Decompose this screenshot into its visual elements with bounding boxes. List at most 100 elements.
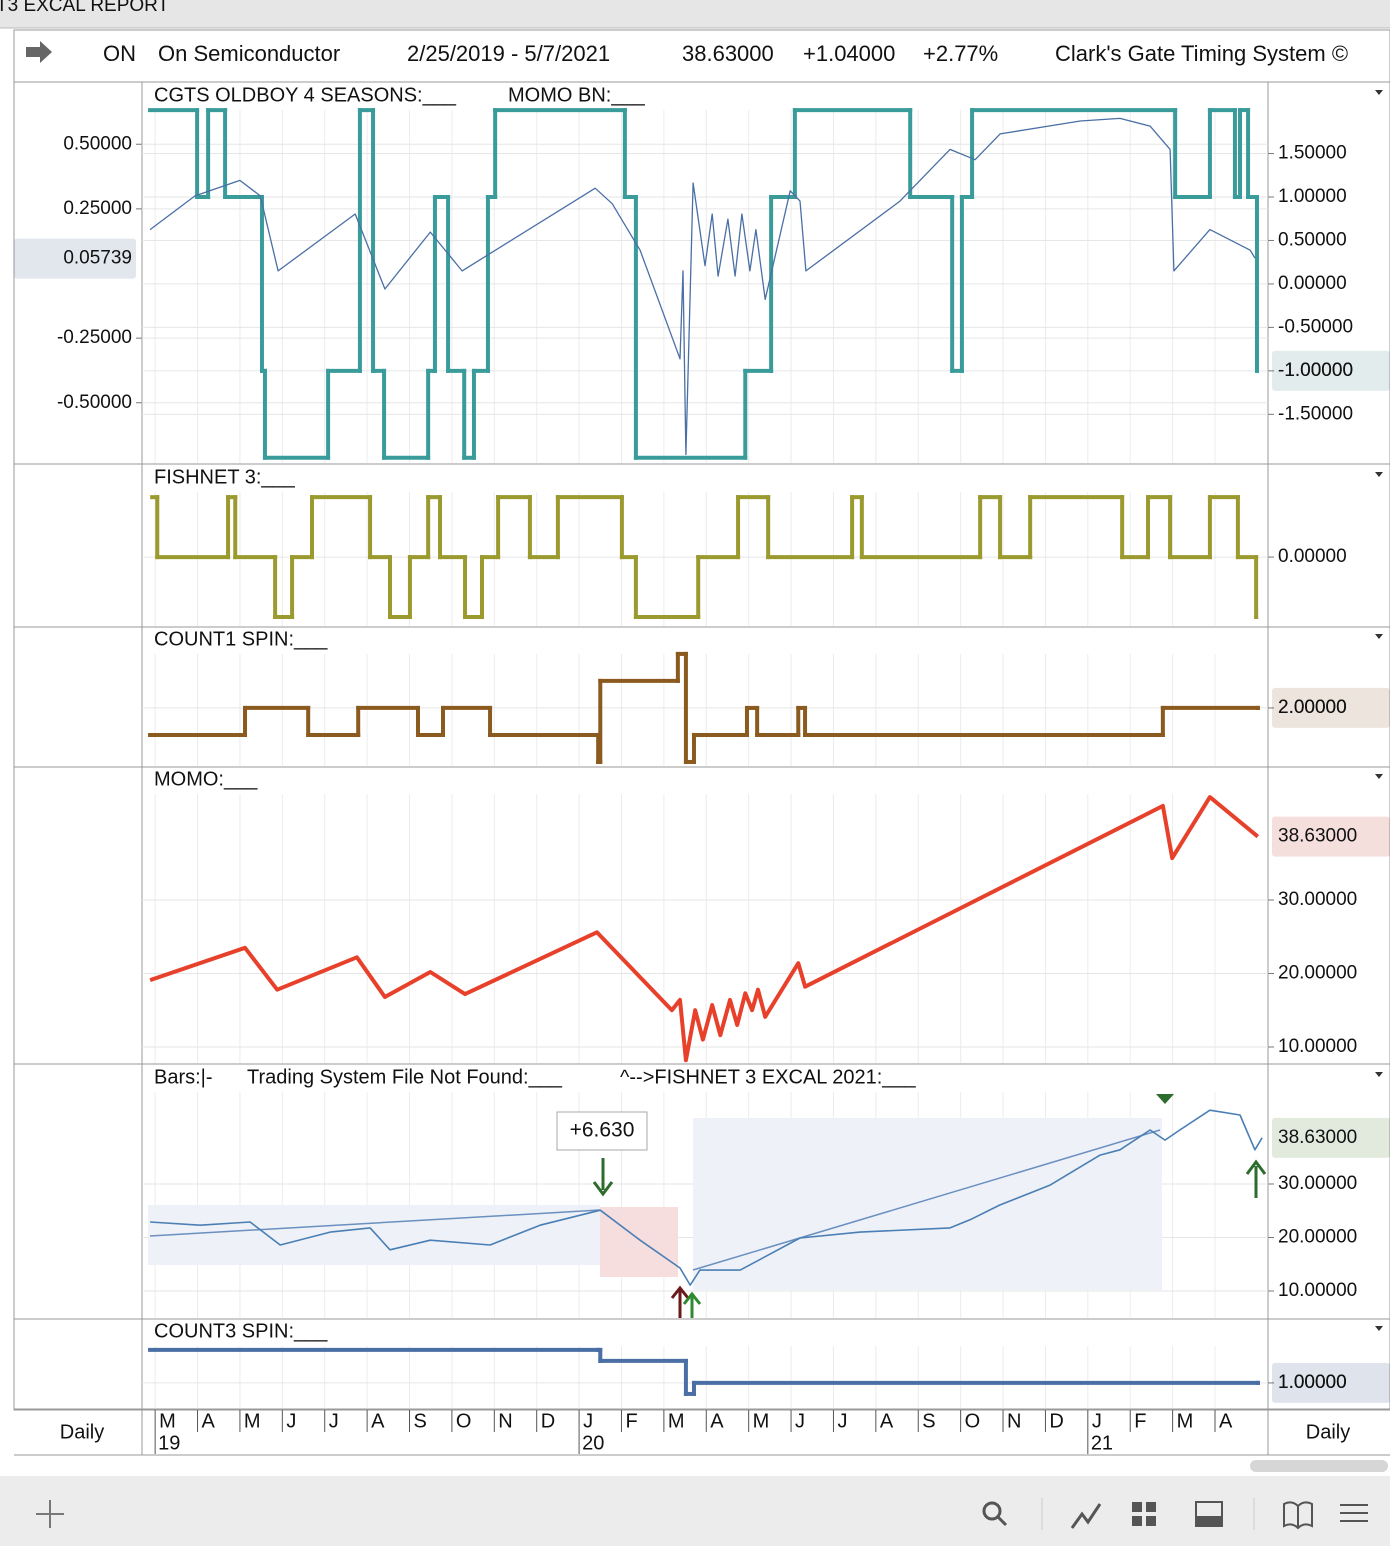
y-tick-label: 0.00000	[1278, 546, 1347, 567]
exit-arrow	[670, 1285, 690, 1318]
period-label[interactable]: Daily	[1306, 1421, 1350, 1443]
toolbar	[0, 1476, 1390, 1546]
x-tick-label: N	[1007, 1410, 1021, 1432]
add-button[interactable]	[36, 1500, 64, 1528]
current-value-box	[1272, 816, 1390, 857]
buy-arrow	[682, 1291, 702, 1318]
y-tick-label: -0.50000	[57, 392, 132, 413]
y-tick-label: 0.50000	[1278, 229, 1347, 250]
panel-label: CGTS OLDBOY 4 SEASONS:___	[154, 84, 457, 106]
search-button[interactable]	[982, 1501, 1002, 1521]
current-value-label: 0.05739	[63, 248, 132, 269]
trade-overlays	[148, 1094, 1267, 1318]
x-tick-label: F	[1134, 1410, 1146, 1432]
chart-style-button[interactable]	[1070, 1503, 1102, 1529]
title-bar	[0, 0, 1390, 28]
x-tick-label: D	[541, 1410, 555, 1432]
arrow-icon[interactable]	[26, 41, 52, 63]
grid-button[interactable]	[1146, 1516, 1156, 1526]
current-value-box	[1272, 1117, 1390, 1158]
current-value-box	[1272, 350, 1390, 391]
panel-menu[interactable]	[1375, 472, 1383, 477]
x-tick-label: M	[244, 1410, 261, 1432]
x-tick-label: J	[329, 1410, 339, 1432]
current-value-box	[1272, 687, 1390, 728]
x-tick-label: F	[625, 1410, 637, 1432]
y-tick-label: -0.25000	[57, 327, 132, 348]
date-range: 2/25/2019 - 5/7/2021	[407, 41, 610, 66]
panel-menu[interactable]	[1375, 1072, 1383, 1077]
trend-line	[149, 1209, 601, 1237]
series-line	[149, 117, 1256, 456]
system-name: Clark's Gate Timing System ©	[1055, 41, 1348, 66]
x-tick-label: S	[922, 1410, 935, 1432]
x-tick-label: M	[1177, 1410, 1194, 1432]
text-layer: 0.50000 0.25000 -0.25000 -0.50000 1.50000 1.0…	[14, 84, 1390, 1454]
x-tick-label: M	[159, 1410, 176, 1432]
y-tick-label: 0.50000	[63, 133, 132, 154]
y-tick-label: 30.00000	[1278, 889, 1357, 910]
grid-button[interactable]	[1132, 1502, 1142, 1512]
panel-label: Bars:|-	[154, 1066, 213, 1088]
panel-menu[interactable]	[1375, 774, 1383, 779]
y-tick-label: 1.50000	[1278, 143, 1347, 164]
trade-zone	[600, 1207, 678, 1277]
panel-menu[interactable]	[1375, 90, 1383, 95]
current-value-label: 1.00000	[1278, 1372, 1347, 1393]
y-tick-label: -0.50000	[1278, 316, 1353, 337]
menu-button[interactable]	[1340, 1504, 1368, 1522]
y-tick-label: -1.00000	[1278, 360, 1353, 381]
company: On Semiconductor	[158, 41, 340, 66]
current-value-label: 2.00000	[1278, 697, 1347, 718]
current-value-label: -1.00000	[1278, 360, 1353, 381]
chart-frame	[13, 29, 1390, 1411]
y-tick-label: 1.00000	[1278, 1372, 1347, 1393]
y-tick-label: 1.00000	[1278, 186, 1347, 207]
x-tick-label: J	[286, 1410, 296, 1432]
panel-label: MOMO:___	[154, 768, 258, 790]
panel-menu[interactable]	[1375, 634, 1383, 639]
x-tick-label: A	[1219, 1410, 1233, 1432]
symbol: ON	[103, 41, 136, 66]
x-tick-label: A	[880, 1410, 894, 1432]
y-tick-label: 20.00000	[1278, 1227, 1357, 1248]
y-tick-label: 2.00000	[1278, 697, 1347, 718]
period-label[interactable]: Daily	[60, 1421, 104, 1443]
grid-button[interactable]	[1132, 1516, 1142, 1526]
y-tick-label: 10.00000	[1278, 1280, 1357, 1301]
x-tick-label: M	[753, 1410, 770, 1432]
signal-marker	[1156, 1094, 1174, 1104]
current-value-box	[1272, 1362, 1390, 1403]
marks-layer	[148, 108, 1263, 1396]
x-tick-label: J	[1092, 1410, 1102, 1432]
search-button[interactable]	[996, 1515, 1008, 1527]
grid-button[interactable]	[1146, 1502, 1156, 1512]
current-value-label: 38.63000	[1278, 1127, 1357, 1148]
y-tick-label: 20.00000	[1278, 963, 1357, 984]
year-label: 20	[582, 1432, 604, 1454]
x-tick-label: J	[837, 1410, 847, 1432]
book-button[interactable]	[1283, 1501, 1313, 1530]
panel-button[interactable]	[1196, 1516, 1222, 1526]
year-label: 19	[158, 1432, 180, 1454]
x-tick-label: D	[1049, 1410, 1063, 1432]
y-tick-label: 0.25000	[63, 198, 132, 219]
x-tick-label: N	[498, 1410, 512, 1432]
panel-label: ^-->FISHNET 3 EXCAL 2021:___	[620, 1066, 917, 1088]
annotation: +6.630	[570, 1119, 635, 1142]
y-tick-label: 0.00000	[1278, 273, 1347, 294]
y-tick-label: 10.00000	[1278, 1036, 1357, 1057]
change-pct: +2.77%	[923, 41, 998, 66]
last-price: 38.63000	[682, 41, 774, 66]
panel-label: COUNT3 SPIN:___	[154, 1320, 328, 1342]
annotation-box	[556, 1111, 648, 1151]
x-tick-label: O	[456, 1410, 472, 1432]
y-tick-label: -1.50000	[1278, 403, 1353, 424]
scrollbar[interactable]	[1250, 1460, 1388, 1472]
current-value-box	[14, 238, 136, 279]
panel-menu[interactable]	[1375, 1326, 1383, 1331]
x-tick-label: O	[965, 1410, 981, 1432]
window-title: T3 EXCAL REPORT	[0, 0, 170, 16]
y-tick-label: 30.00000	[1278, 1173, 1357, 1194]
